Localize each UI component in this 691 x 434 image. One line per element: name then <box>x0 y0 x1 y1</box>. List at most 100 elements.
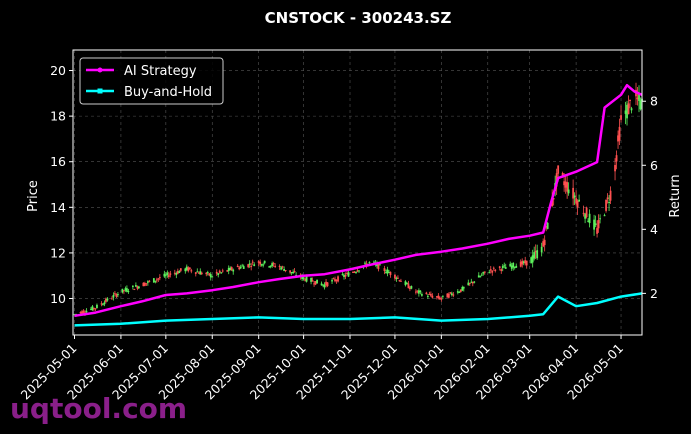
y-tick-label: 12 <box>50 245 66 260</box>
candle-body <box>614 165 616 172</box>
candle-body <box>117 294 119 296</box>
candle-body <box>167 275 170 278</box>
candle-body <box>310 278 312 282</box>
candle-body <box>185 266 188 270</box>
candle-body <box>504 267 507 269</box>
candle-body <box>426 295 429 297</box>
candle-body <box>492 267 495 269</box>
candle-body <box>346 272 348 274</box>
candle-body <box>510 265 513 269</box>
candle-body <box>564 181 567 188</box>
candle-body <box>431 295 434 298</box>
candle-body <box>126 288 128 292</box>
candle-body <box>230 267 233 271</box>
candle-body <box>136 286 139 289</box>
chart-title: CNSTOCK - 300243.SZ <box>265 9 452 27</box>
candle-body <box>311 280 314 282</box>
candle-body <box>398 280 401 282</box>
candle-body <box>596 228 598 234</box>
candle-body <box>81 311 83 315</box>
candle-body <box>483 271 486 273</box>
candle-body <box>133 289 136 291</box>
candle-body <box>169 273 172 275</box>
y2-tick-label: 6 <box>650 158 658 173</box>
candle-body <box>488 272 491 274</box>
candle-body <box>143 283 146 286</box>
candle-body <box>383 268 386 271</box>
candle-body <box>606 197 609 200</box>
candle-body <box>425 292 428 295</box>
candle-body <box>509 263 512 267</box>
candle-body <box>111 298 113 300</box>
candle-body <box>179 268 182 271</box>
y2-tick-label: 4 <box>650 222 658 237</box>
candle-body <box>337 276 339 282</box>
candle-body <box>630 108 633 111</box>
y2-tick-label: 2 <box>650 286 658 301</box>
candle-body <box>263 260 266 264</box>
candle-body <box>152 278 155 283</box>
legend-ai-strategy-label: AI Strategy <box>124 64 197 79</box>
candle-body <box>352 271 354 273</box>
candle-body <box>148 280 151 282</box>
candle-body <box>407 283 410 289</box>
candle-body <box>100 303 103 305</box>
candle-body <box>292 271 295 274</box>
candle-body <box>259 261 262 265</box>
candle-body <box>473 281 476 283</box>
y2-axis-label: Return <box>668 174 683 217</box>
candle-body <box>134 285 137 287</box>
candle-body <box>251 261 254 263</box>
candle-body <box>368 261 371 263</box>
candle-body <box>470 281 473 283</box>
candle-body <box>452 294 455 296</box>
candle-body <box>416 290 419 292</box>
ai-strategy-line <box>74 83 643 318</box>
candle-body <box>582 212 585 215</box>
candle-body <box>437 295 440 299</box>
candle-body <box>278 265 281 267</box>
candle-body <box>480 274 483 276</box>
candle-body <box>575 198 578 204</box>
candle-body <box>542 241 545 247</box>
candle-body <box>85 310 88 313</box>
candle-body <box>197 272 200 274</box>
candle-body <box>379 264 381 266</box>
candle-body <box>515 265 518 268</box>
price-candlesticks <box>73 82 643 317</box>
candle-body <box>576 200 579 208</box>
y-tick-label: 16 <box>50 154 66 169</box>
candle-body <box>410 286 413 289</box>
candle-body <box>332 278 335 280</box>
candle-body <box>227 267 230 272</box>
candle-body <box>112 295 115 298</box>
candle-body <box>304 279 306 281</box>
y2-tick-label: 8 <box>650 94 658 109</box>
candle-body <box>522 261 525 264</box>
candle-body <box>305 276 308 282</box>
candle-body <box>215 271 218 274</box>
candle-body <box>585 207 588 218</box>
candle-body <box>385 272 387 274</box>
candle-body <box>441 295 444 297</box>
candle-body <box>250 265 253 267</box>
candle-body <box>557 165 560 174</box>
candle-body <box>618 126 621 141</box>
candle-body <box>343 275 345 277</box>
candle-body <box>482 271 485 274</box>
candle-body <box>268 266 271 268</box>
candle-body <box>334 279 336 282</box>
candle-body <box>211 276 214 278</box>
candle-body <box>377 263 380 270</box>
candle-body <box>302 277 305 279</box>
candle-body <box>364 262 366 264</box>
candle-body <box>578 199 581 202</box>
candle-body <box>226 270 229 272</box>
candle-body <box>274 265 277 268</box>
candle-body <box>629 99 631 102</box>
candle-body <box>617 135 619 142</box>
candle-body <box>588 213 591 224</box>
candle-body <box>331 280 333 282</box>
candle-body <box>221 270 224 272</box>
candle-body <box>178 271 181 274</box>
